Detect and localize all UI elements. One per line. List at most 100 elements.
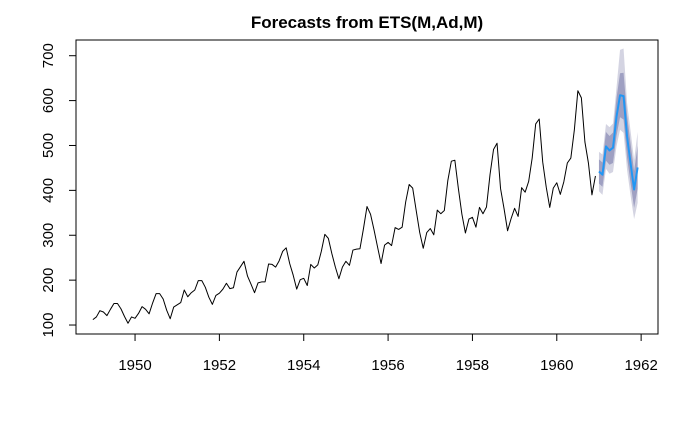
observed-point: [532, 158, 533, 159]
y-tick-label: 400: [40, 178, 57, 203]
observed-point: [370, 214, 371, 215]
observed-point: [374, 229, 375, 230]
observed-point: [286, 247, 287, 248]
observed-point: [194, 290, 195, 291]
observed-point: [261, 281, 262, 282]
observed-point: [553, 188, 554, 189]
observed-point: [440, 213, 441, 214]
observed-point: [584, 141, 585, 142]
observed-point: [106, 315, 107, 316]
observed-point: [205, 287, 206, 288]
observed-point: [419, 232, 420, 233]
observed-point: [187, 296, 188, 297]
observed-point: [208, 297, 209, 298]
observed-point: [493, 149, 494, 150]
observed-point: [166, 310, 167, 311]
observed-point: [416, 210, 417, 211]
observed-point: [349, 265, 350, 266]
observed-point: [359, 248, 360, 249]
observed-point: [430, 228, 431, 229]
observed-point: [99, 310, 100, 311]
y-axis: 100 200 300 400 500 600 700: [40, 43, 77, 338]
x-tick-label: 1958: [456, 357, 489, 374]
observed-point: [591, 194, 592, 195]
observed-point: [191, 292, 192, 293]
observed-point: [180, 302, 181, 303]
observed-point: [423, 248, 424, 249]
observed-point: [398, 229, 399, 230]
observed-point: [293, 275, 294, 276]
observed-point: [560, 194, 561, 195]
observed-point: [352, 250, 353, 251]
forecast-point: [609, 150, 610, 151]
observed-point: [574, 129, 575, 130]
observed-point: [268, 263, 269, 264]
observed-point: [567, 162, 568, 163]
observed-point: [409, 184, 410, 185]
observed-point: [219, 293, 220, 294]
observed-point: [405, 202, 406, 203]
observed-point: [103, 312, 104, 313]
forecast-point: [602, 174, 603, 175]
observed-point: [511, 218, 512, 219]
observed-point: [215, 295, 216, 296]
observed-point: [156, 293, 157, 294]
observed-point: [317, 264, 318, 265]
forecast-point: [598, 171, 599, 172]
observed-point: [92, 319, 93, 320]
observed-point: [254, 292, 255, 293]
observed-point: [265, 281, 266, 282]
x-tick-label: 1962: [624, 357, 657, 374]
observed-point: [296, 289, 297, 290]
observed-point: [563, 181, 564, 182]
observed-point: [135, 318, 136, 319]
observed-point: [117, 303, 118, 304]
observed-point: [279, 260, 280, 261]
observed-point: [173, 307, 174, 308]
x-tick-label: 1954: [287, 357, 320, 374]
observed-point: [570, 158, 571, 159]
observed-point: [528, 181, 529, 182]
observed-point: [233, 287, 234, 288]
observed-point: [577, 90, 578, 91]
observed-point: [307, 285, 308, 286]
observed-point: [258, 282, 259, 283]
observed-point: [184, 290, 185, 291]
observed-point: [504, 208, 505, 209]
observed-point: [468, 219, 469, 220]
observed-point: [152, 303, 153, 304]
observed-point: [163, 298, 164, 299]
observed-point: [475, 227, 476, 228]
observed-point: [546, 187, 547, 188]
observed-point: [514, 208, 515, 209]
y-tick-label: 500: [40, 133, 57, 158]
observed-point: [170, 318, 171, 319]
x-tick-label: 1956: [371, 357, 404, 374]
observed-point: [247, 276, 248, 277]
observed-point: [384, 245, 385, 246]
observed-point: [110, 309, 111, 310]
observed-point: [138, 313, 139, 314]
observed-point: [198, 280, 199, 281]
observed-point: [556, 182, 557, 183]
x-tick-label: 1952: [203, 357, 236, 374]
observed-point: [507, 230, 508, 231]
observed-point: [539, 119, 540, 120]
observed-point: [131, 316, 132, 317]
observed-point: [124, 316, 125, 317]
observed-point: [251, 284, 252, 285]
x-tick-label: 1960: [540, 357, 573, 374]
y-tick-label: 700: [40, 43, 57, 68]
observed-point: [356, 249, 357, 250]
y-tick-label: 300: [40, 223, 57, 248]
observed-point: [454, 160, 455, 161]
observed-point: [426, 232, 427, 233]
observed-point: [381, 263, 382, 264]
observed-point: [149, 313, 150, 314]
x-tick-label: 1950: [118, 357, 151, 374]
observed-point: [482, 213, 483, 214]
observed-point: [229, 288, 230, 289]
observed-point: [518, 216, 519, 217]
observed-point: [388, 242, 389, 243]
observed-point: [331, 253, 332, 254]
